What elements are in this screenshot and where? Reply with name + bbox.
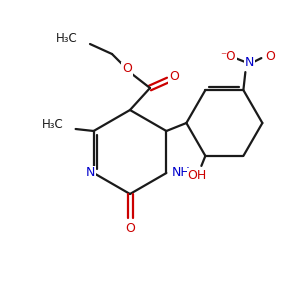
Text: ⁻O: ⁻O xyxy=(220,50,236,63)
Text: H₃C: H₃C xyxy=(56,32,78,46)
Text: O: O xyxy=(122,62,132,76)
Text: O: O xyxy=(125,221,135,235)
Text: N: N xyxy=(245,56,254,69)
Text: OH: OH xyxy=(188,169,207,182)
Text: NH: NH xyxy=(171,167,190,179)
Text: O: O xyxy=(169,70,179,83)
Text: H₃C: H₃C xyxy=(42,118,64,131)
Text: O: O xyxy=(266,50,275,63)
Text: N: N xyxy=(86,167,95,179)
